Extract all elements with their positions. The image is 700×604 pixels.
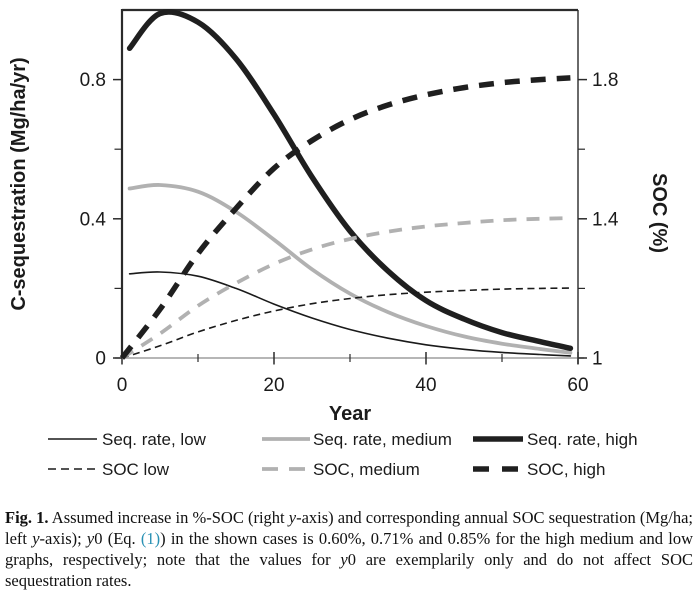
- legend-label-soc-high: SOC, high: [527, 460, 605, 479]
- caption-text: y: [288, 508, 297, 527]
- y-left-axis-title: C-sequestration (Mg/ha/yr): [8, 57, 30, 310]
- y-right-axis-title: SOC (%): [648, 173, 670, 253]
- y-left-tick-label: 0.8: [80, 70, 106, 91]
- series-line-seq-rate-medium: [127, 183, 573, 355]
- chart-legend: Seq. rate, low Seq. rate, medium Seq. rate…: [48, 430, 638, 479]
- x-tick-label: 60: [567, 375, 588, 396]
- series-line-soc-high: [119, 75, 571, 360]
- legend-label-soc-low: SOC low: [102, 460, 170, 479]
- figure-number: Fig. 1.: [5, 508, 49, 527]
- y-right-tick-label: 1.4: [592, 209, 619, 230]
- y-left-tick-label: 0.4: [80, 209, 107, 230]
- caption-text: -axis);: [39, 529, 87, 548]
- eq-1-citation-link[interactable]: (1): [140, 529, 161, 548]
- figure-caption: Fig. 1. Assumed increase in %-SOC (right…: [5, 507, 693, 591]
- figure-1: 0 0.4 0.8 1 1.4 1.8 0 20 40 60 C-sequestration (M…: [0, 8, 700, 591]
- chart-canvas: 0 0.4 0.8 1 1.4 1.8 0 20 40 60 C-sequestration (M…: [8, 8, 670, 479]
- caption-text: Assumed increase in %-SOC (right: [48, 508, 289, 527]
- series-line-soc-low: [121, 287, 571, 359]
- axes: [113, 8, 587, 365]
- data-series: [119, 9, 574, 360]
- legend-label-seq-rate-low: Seq. rate, low: [102, 430, 207, 449]
- tick-labels: 0 0.4 0.8 1 1.4 1.8 0 20 40 60: [80, 70, 619, 396]
- y-left-tick-label: 0: [95, 349, 106, 370]
- y-right-tick-label: 1.8: [592, 70, 618, 91]
- x-tick-label: 20: [263, 375, 284, 396]
- series-line-seq-rate-high: [126, 9, 574, 352]
- caption-text: 0 (Eq.: [94, 529, 141, 548]
- caption-text: ) in the shown cases is 0.60%, 0.71% and…: [5, 529, 693, 569]
- x-tick-label: 40: [415, 375, 436, 396]
- legend-label-soc-medium: SOC, medium: [313, 460, 420, 479]
- series-line-soc-medium: [120, 216, 571, 360]
- legend-label-seq-rate-medium: Seq. rate, medium: [313, 430, 452, 449]
- series-line-seq-rate-low: [128, 271, 572, 357]
- x-axis-title: Year: [329, 403, 371, 425]
- legend-label-seq-rate-high: Seq. rate, high: [527, 430, 638, 449]
- caption-text: 0 are exemplarily only and do not affect…: [5, 550, 693, 590]
- caption-text: y: [86, 529, 95, 548]
- figure-caption-block: Fig. 1. Assumed increase in %-SOC (right…: [0, 507, 700, 591]
- x-tick-label: 0: [117, 375, 128, 396]
- caption-text: y: [32, 529, 40, 548]
- y-right-tick-label: 1: [592, 349, 603, 370]
- caption-text: y: [340, 550, 348, 569]
- caption-text: -axis) and corresponding annual SOC sequ…: [5, 508, 693, 548]
